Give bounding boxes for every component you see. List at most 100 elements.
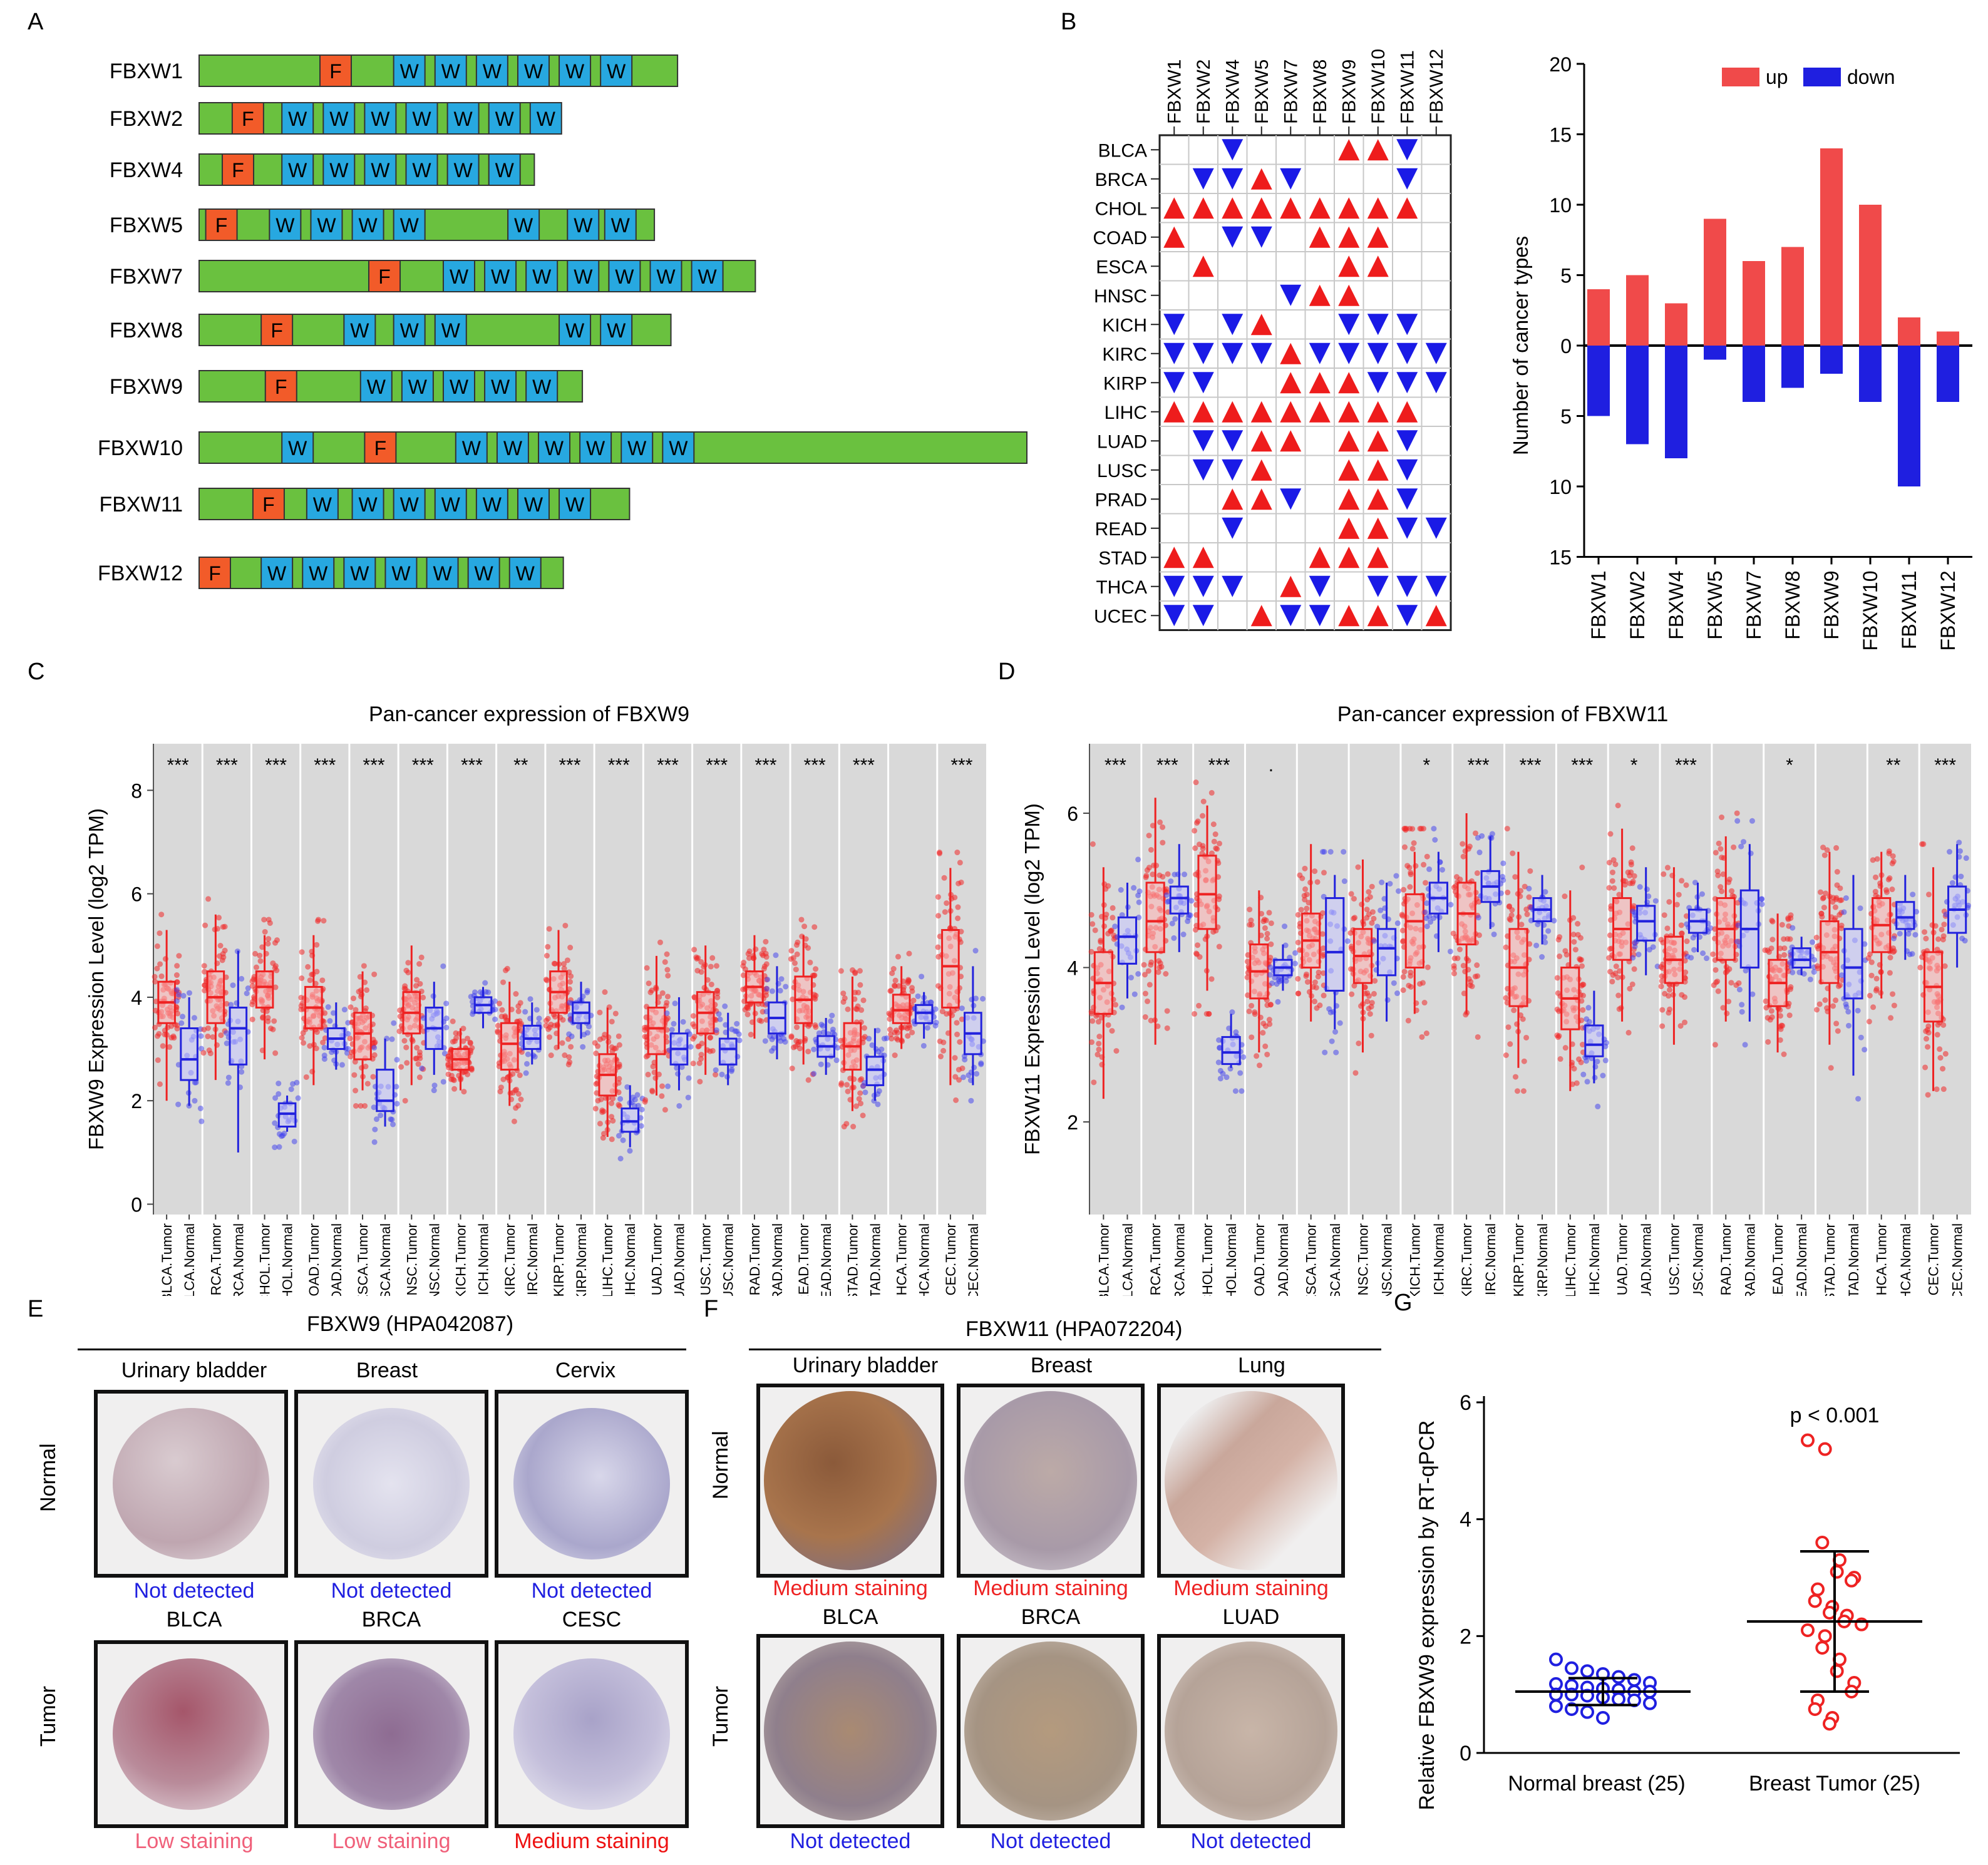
jitter-point [353,1102,359,1109]
jitter-point [698,1056,704,1062]
jitter-point [1165,871,1171,877]
jitter-point [1714,868,1721,875]
down-triangle-marker [1192,342,1214,364]
up-bar-fbxw9 [1820,148,1843,346]
jitter-point [841,1124,847,1130]
jitter-point [845,1006,851,1012]
jitter-point [371,1104,377,1111]
jitter-point [259,944,265,950]
jitter-point [1769,918,1776,925]
x-tick-label: STAD.Normal [867,1223,883,1296]
jitter-point [1786,1012,1793,1019]
jitter-point [1712,1042,1718,1048]
jitter-point [1777,945,1783,952]
box-brca-tumor [1145,881,1165,953]
jitter-point [1295,912,1301,918]
up-triangle-marker [1309,401,1331,423]
down-triangle-marker [1309,605,1331,627]
jitter-point [659,1083,666,1089]
up-triangle-marker [1367,488,1389,510]
jitter-point [1779,922,1785,928]
y-tick-label: 8 [131,779,142,802]
domain-letter: W [503,437,523,460]
jitter-point [1407,884,1413,890]
jitter-point [1420,826,1426,832]
jitter-point [1500,860,1506,866]
jitter-point [1507,1041,1513,1047]
panel-label-f: F [704,1296,719,1322]
jitter-point [862,1089,868,1096]
jitter-point [1652,898,1659,904]
jitter-point [892,983,898,989]
jitter-point [1378,907,1384,913]
jitter-point [276,1091,282,1097]
jitter-point [1741,839,1747,845]
jitter-point [1579,1042,1585,1048]
jitter-point [691,1024,698,1030]
jitter-point [1731,844,1737,850]
jitter-point [403,1044,409,1051]
jitter-point [1579,865,1585,871]
status-brca-tumor-f: Not detected [990,1829,1111,1853]
jitter-point [175,992,182,998]
jitter-point [597,1036,603,1042]
jitter-point [1474,962,1480,968]
jitter-point [295,1095,301,1101]
jitter-point [1580,1007,1586,1013]
significance-label: *** [1468,755,1490,776]
up-triangle-marker [1280,372,1302,394]
jitter-point [744,1011,751,1017]
cancer-label-read: READ [1095,519,1147,540]
jitter-point [1607,946,1613,952]
jitter-point [272,984,279,990]
jitter-point [398,1064,404,1070]
domain-letter: F [329,60,342,83]
status-blca-tumor: Low staining [135,1829,254,1853]
jitter-point [1344,938,1351,944]
jitter-point [790,955,796,961]
jitter-point [1299,875,1306,881]
up-triangle-marker [1338,517,1360,539]
cancer-label-prad: PRAD [1095,490,1147,510]
jitter-point [1088,948,1094,955]
wd40-domain [310,208,343,241]
up-bar-fbxw7 [1743,261,1765,346]
jitter-point [1098,937,1104,943]
jitter-point [593,1051,599,1057]
jitter-point [352,1059,358,1065]
domain-letter: W [350,562,369,585]
box-kirc-normal [522,1024,542,1051]
up-triangle-marker [1250,314,1272,336]
x-tick-label: KIRC.Tumor [1459,1223,1475,1296]
jitter-point [404,1060,410,1066]
down-triangle-marker [1367,342,1389,364]
jitter-point [1092,927,1098,933]
wd40-domain [260,557,294,589]
tumor-label-brca: BRCA [361,1608,421,1631]
jitter-point [513,1105,519,1111]
domain-letter: W [615,265,634,288]
jitter-point [745,1005,751,1012]
jitter-point [894,1035,900,1041]
down-triangle-marker [1367,372,1389,394]
jitter-point [805,1049,811,1055]
jitter-point [186,990,192,996]
jitter-point [567,1000,573,1006]
jitter-point [1246,1008,1252,1014]
jitter-point [225,1074,232,1081]
jitter-point [417,1056,423,1062]
x-tick-label: BLCA.Normal [182,1223,197,1296]
jitter-point [788,948,795,954]
jitter-point [1890,853,1896,859]
jitter-point [685,1094,691,1101]
domain-letter: W [516,562,535,585]
jitter-point [1833,997,1839,1004]
jitter-point [1096,946,1103,952]
status-blca-tumor-f: Not detected [790,1829,911,1853]
jitter-point [1790,969,1796,975]
jitter-point [890,966,897,972]
down-triangle-marker [1222,430,1244,452]
jitter-point [782,1039,788,1045]
jitter-point [1503,995,1509,1001]
